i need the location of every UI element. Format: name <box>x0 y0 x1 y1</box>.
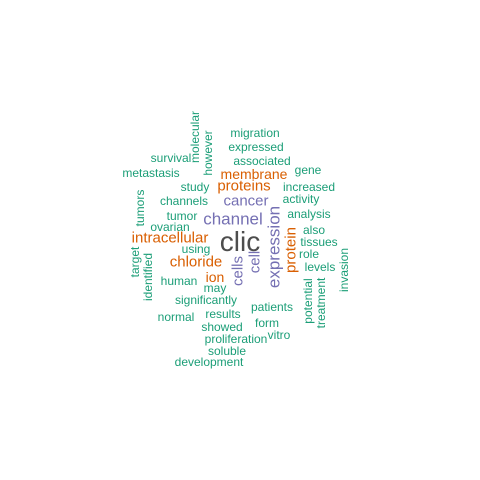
word-study: study <box>180 180 210 194</box>
word-development: development <box>174 355 244 369</box>
word-target: target <box>128 246 142 278</box>
word-intracellular: intracellular <box>131 229 209 247</box>
word-protein: protein <box>282 227 300 273</box>
word-metastasis: metastasis <box>122 166 180 180</box>
word-soluble: soluble <box>207 344 247 358</box>
word-form: form <box>255 316 279 330</box>
word-potential: potential <box>301 278 315 324</box>
word-survival: survival <box>150 151 192 165</box>
word-channel: channel <box>203 209 263 229</box>
word-clic: clic <box>219 226 261 257</box>
word-treatment: treatment <box>314 277 328 329</box>
word-cells: cells <box>229 255 247 287</box>
word-gene: gene <box>294 163 322 177</box>
word-cell: cell <box>246 250 264 274</box>
word-associated: associated <box>233 154 291 168</box>
word-membrane: membrane <box>220 166 288 182</box>
word-expression: expression <box>264 205 284 289</box>
word-channels: channels <box>159 194 209 208</box>
word-also: also <box>302 223 326 237</box>
word-using: using <box>181 242 211 256</box>
word-tissues: tissues <box>300 235 338 249</box>
word-cancer: cancer <box>223 192 269 210</box>
word-tumor: tumor <box>166 209 198 223</box>
word-expressed: expressed <box>228 140 284 154</box>
word-human: human <box>160 274 198 288</box>
word-levels: levels <box>304 260 336 274</box>
word-showed: showed <box>201 320 243 334</box>
word-proliferation: proliferation <box>204 332 268 346</box>
word-analysis: analysis <box>287 207 331 221</box>
word-chloride: chloride <box>169 253 223 271</box>
word-vitro: vitro <box>267 328 291 342</box>
word-ovarian: ovarian <box>150 220 190 234</box>
word-may: may <box>203 281 227 295</box>
word-proteins: proteins <box>217 177 271 195</box>
word-tumors: tumors <box>133 189 147 227</box>
word-normal: normal <box>157 310 195 324</box>
word-significantly: significantly <box>174 293 238 307</box>
word-migration: migration <box>230 126 280 140</box>
word-identified: identified <box>141 252 155 302</box>
word-ion: ion <box>205 269 225 285</box>
word-however: however <box>201 130 215 176</box>
word-patients: patients <box>250 300 294 314</box>
word-role: role <box>298 247 320 261</box>
word-invasion: invasion <box>337 247 351 293</box>
word-results: results <box>205 307 241 321</box>
word-activity: activity <box>282 192 320 206</box>
word-increased: increased <box>282 180 336 194</box>
